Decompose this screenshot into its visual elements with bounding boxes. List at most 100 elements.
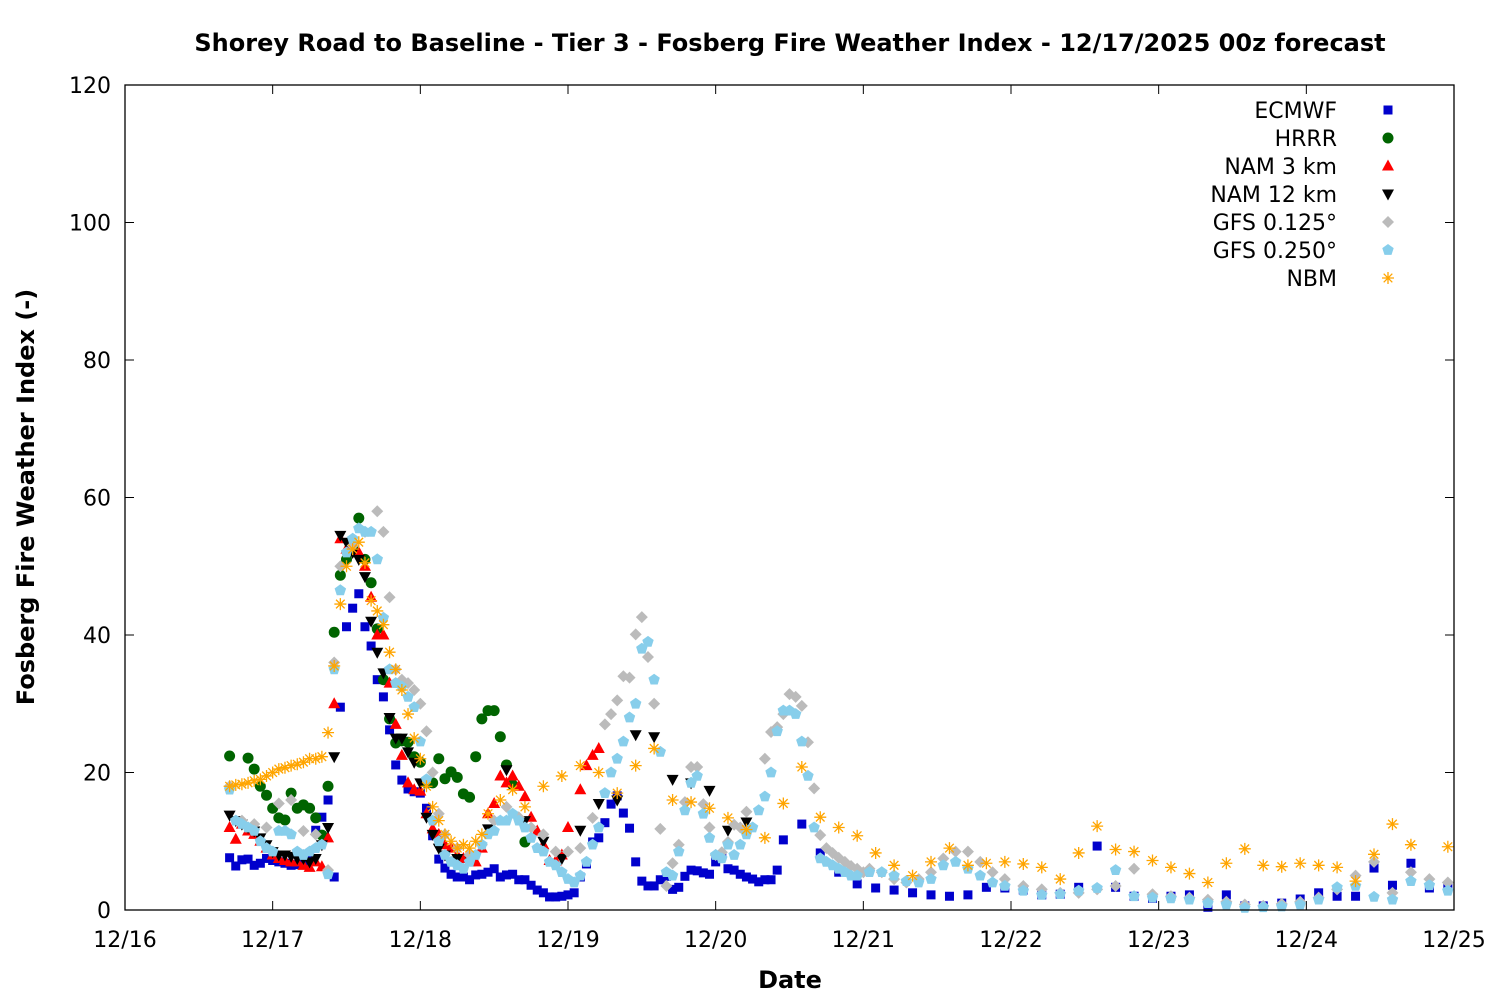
data-point: [470, 751, 482, 763]
data-point: [556, 866, 568, 877]
data-point: [1386, 893, 1399, 905]
data-point: [961, 859, 974, 872]
data-point: [537, 845, 550, 857]
data-point: [574, 759, 587, 772]
data-point: [272, 763, 285, 776]
data-point: [999, 879, 1011, 891]
legend-marker: [1382, 159, 1394, 171]
data-point: [500, 776, 513, 788]
data-point: [594, 833, 604, 843]
data-point: [235, 778, 248, 791]
legend-label: ECMWF: [1254, 99, 1337, 124]
data-point: [586, 838, 599, 850]
data-point: [789, 690, 802, 703]
data-point: [563, 890, 573, 900]
x-axis-label: Date: [758, 966, 822, 994]
data-point: [352, 554, 365, 566]
data-point: [223, 821, 236, 832]
data-point: [551, 892, 561, 902]
data-point: [268, 856, 278, 865]
data-point: [606, 799, 616, 809]
data-point: [494, 769, 507, 781]
data-point: [574, 783, 587, 795]
legend-label: NAM 12 km: [1210, 183, 1337, 208]
data-point: [353, 512, 365, 524]
data-point: [475, 828, 488, 841]
data-point: [666, 794, 679, 806]
legend-marker: [1382, 189, 1394, 201]
data-point: [451, 842, 464, 855]
data-point: [1276, 900, 1288, 912]
data-point: [574, 869, 586, 881]
data-point: [1294, 857, 1307, 870]
data-point: [506, 807, 519, 819]
data-point: [674, 882, 684, 892]
data-point: [593, 821, 605, 833]
data-point: [598, 718, 611, 731]
data-point: [685, 761, 698, 773]
data-point: [1128, 845, 1141, 858]
data-point: [1183, 867, 1196, 880]
data-point: [397, 775, 407, 785]
data-point: [672, 838, 685, 851]
data-point: [440, 863, 450, 873]
data-point: [716, 852, 728, 864]
data-point: [371, 647, 384, 659]
data-point: [759, 790, 771, 802]
legend-marker: [1383, 105, 1393, 115]
data-point: [832, 821, 845, 834]
data-point: [1441, 840, 1454, 853]
data-point: [1091, 882, 1103, 893]
data-point: [1368, 855, 1381, 868]
data-point: [278, 761, 291, 774]
data-point: [322, 780, 334, 792]
data-point: [285, 787, 297, 799]
data-point: [365, 594, 378, 607]
data-point: [432, 814, 445, 827]
data-point: [686, 865, 696, 875]
y-tick-label: 0: [97, 899, 111, 924]
data-point: [471, 870, 481, 880]
data-point: [1128, 862, 1141, 875]
data-point: [1202, 897, 1214, 908]
data-point: [518, 790, 531, 802]
data-point: [660, 879, 673, 892]
data-point: [876, 866, 888, 877]
data-point: [1275, 860, 1288, 873]
data-point: [771, 725, 783, 737]
data-point: [697, 807, 710, 819]
data-point: [574, 825, 587, 837]
data-point: [501, 870, 511, 880]
data-point: [303, 857, 316, 869]
data-point: [309, 853, 322, 865]
data-point: [1406, 858, 1416, 868]
data-point: [512, 779, 525, 791]
data-point: [243, 854, 253, 864]
data-point: [586, 748, 599, 760]
data-point: [649, 881, 659, 891]
data-point: [377, 674, 389, 686]
data-point: [666, 774, 679, 786]
data-point: [735, 869, 745, 879]
data-point: [692, 866, 702, 876]
data-point: [458, 872, 468, 882]
data-point: [371, 553, 383, 565]
data-point: [871, 883, 881, 893]
data-point: [346, 532, 359, 544]
data-point: [328, 626, 340, 638]
data-point: [1387, 880, 1397, 890]
data-point: [360, 622, 370, 632]
data-point: [377, 525, 390, 538]
data-point: [383, 713, 396, 724]
data-point: [335, 702, 345, 712]
data-point: [1017, 857, 1030, 870]
data-point: [420, 812, 433, 824]
data-point: [432, 843, 445, 855]
data-point: [637, 876, 647, 886]
data-point: [635, 611, 648, 624]
data-point: [402, 747, 415, 759]
data-point: [476, 713, 488, 725]
data-point: [668, 884, 678, 894]
data-point: [1221, 890, 1231, 900]
data-point: [1036, 888, 1048, 900]
